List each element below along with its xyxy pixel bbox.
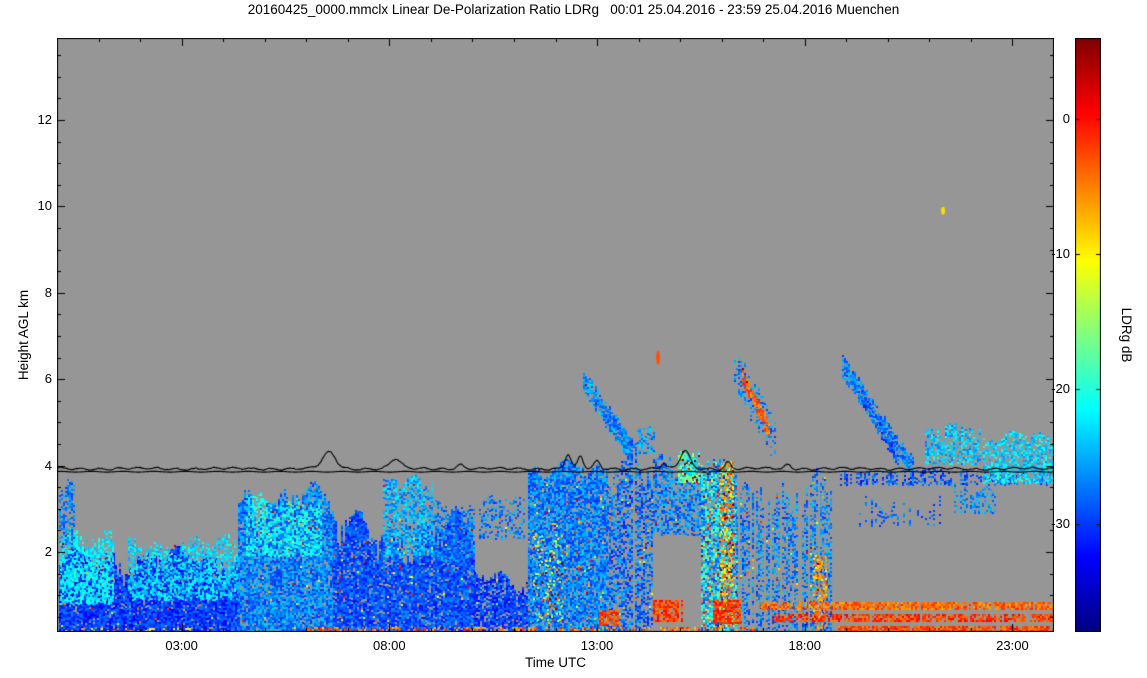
colorbar-tick-label: 0 [1062,111,1070,126]
y-tick-label: 10 [37,198,52,214]
y-tick-label: 12 [37,112,52,128]
y-axis-label: Height AGL km [16,289,31,381]
colorbar-tick-label: -30 [1051,516,1070,531]
figure-title: 20160425_0000.mmclx Linear De-Polarizati… [247,2,900,17]
x-tick-label: 13:00 [580,638,614,653]
x-tick-label: 18:00 [788,638,822,653]
colorbar-tick-label: -20 [1051,381,1070,396]
heatmap-canvas [57,38,1054,632]
x-axis-label: Time UTC [525,655,586,670]
x-tick-label: 23:00 [996,638,1029,653]
colorbar-tick-label: -10 [1051,246,1070,261]
x-tick-label: 08:00 [373,638,406,653]
x-tick-label: 03:00 [165,638,198,653]
y-tick-label: 4 [44,457,52,473]
y-tick-label: 8 [44,284,52,300]
colorbar [1075,38,1101,632]
colorbar-label: LDRg dB [1119,307,1134,363]
y-tick-label: 6 [44,371,52,387]
y-tick-label: 2 [44,544,52,560]
